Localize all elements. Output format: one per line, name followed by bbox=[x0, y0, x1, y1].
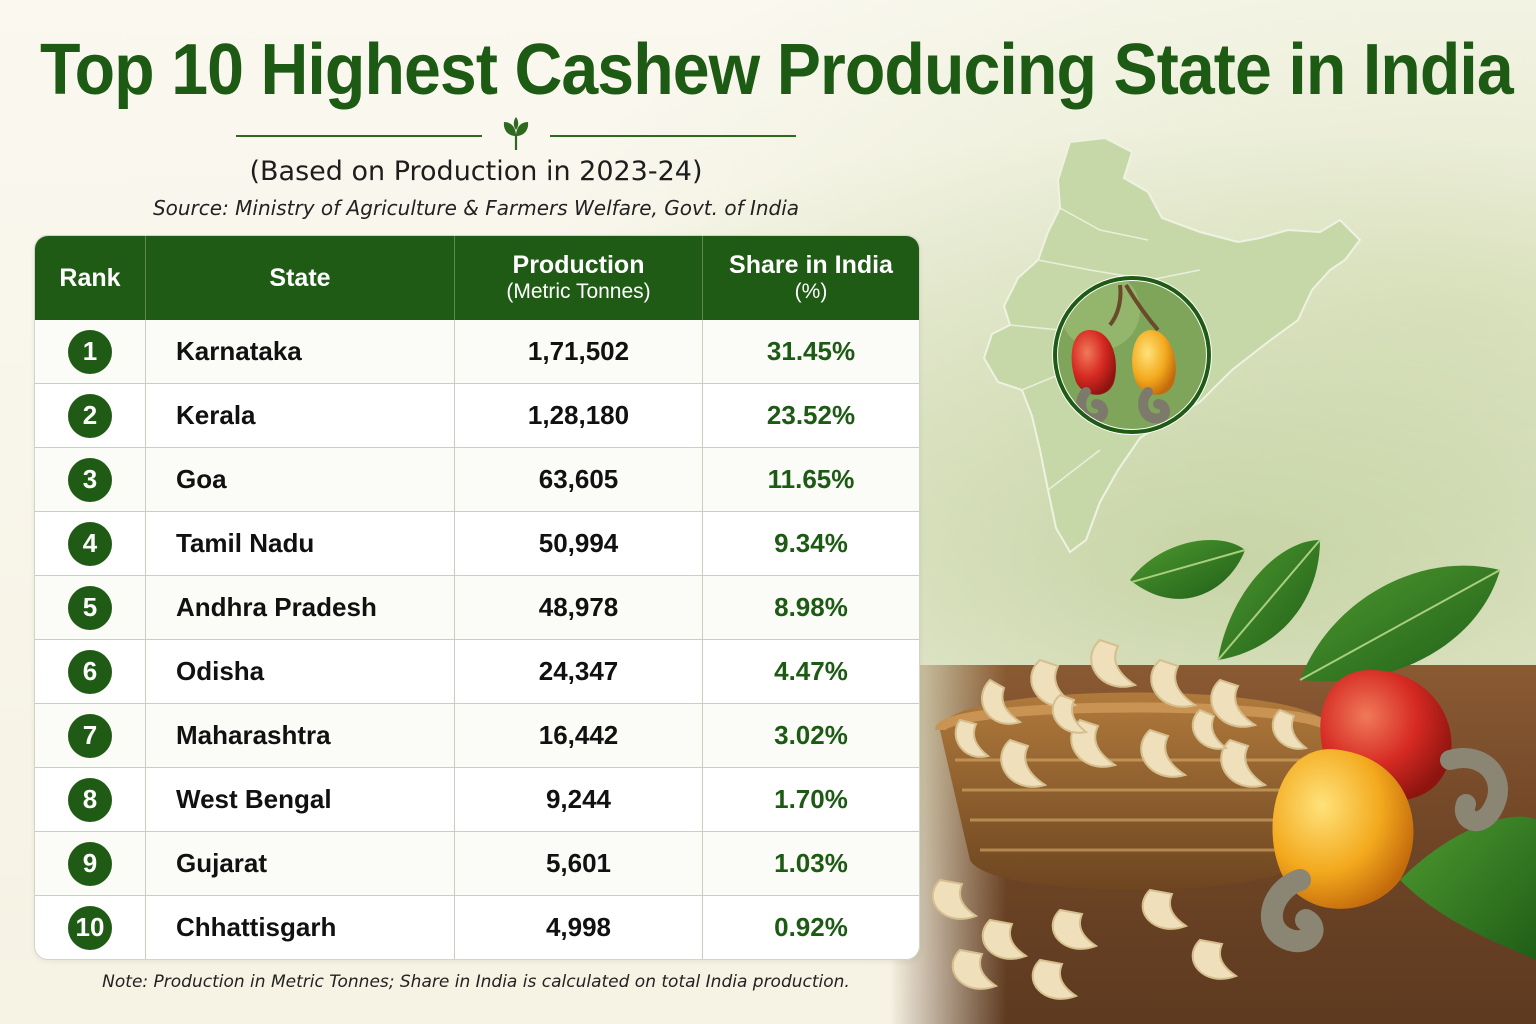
column-share-label: Share in India bbox=[729, 251, 893, 279]
share-cell: 8.98% bbox=[774, 592, 848, 622]
state-cell: Kerala bbox=[146, 384, 455, 447]
production-cell: 1,28,180 bbox=[455, 384, 703, 447]
share-cell: 23.52% bbox=[766, 400, 856, 430]
rank-cell: 2 bbox=[35, 384, 146, 447]
title-divider bbox=[236, 116, 796, 156]
cashew-nuts bbox=[954, 638, 1309, 788]
cashew-illustration bbox=[931, 136, 1536, 1000]
share-cell: 0.92% bbox=[774, 912, 848, 942]
production-cell: 16,442 bbox=[455, 704, 703, 767]
table-row: 1 Karnataka 1,71,502 31.45% bbox=[35, 320, 919, 383]
rank-badge: 8 bbox=[68, 777, 112, 822]
state-cell: West Bengal bbox=[146, 768, 455, 831]
production-cell: 63,605 bbox=[455, 448, 703, 511]
rank-cell: 5 bbox=[35, 576, 146, 639]
production-cell: 4,998 bbox=[455, 896, 703, 959]
column-state-label: State bbox=[269, 264, 331, 292]
rank-cell: 4 bbox=[35, 512, 146, 575]
rank-cell: 9 bbox=[35, 832, 146, 895]
rank-badge: 10 bbox=[68, 905, 112, 950]
state-cell: Goa bbox=[146, 448, 455, 511]
share-cell: 4.47% bbox=[774, 656, 848, 686]
column-share-unit: (%) bbox=[794, 280, 828, 303]
table-header: Rank State Production (Metric Tonnes) Sh… bbox=[35, 236, 919, 320]
column-header-state: State bbox=[146, 236, 455, 320]
rank-badge: 9 bbox=[68, 841, 112, 886]
state-cell: Maharashtra bbox=[146, 704, 455, 767]
column-header-rank: Rank bbox=[35, 236, 146, 320]
table-row: 10 Chhattisgarh 4,998 0.92% bbox=[35, 895, 919, 959]
share-cell: 31.45% bbox=[766, 336, 856, 366]
column-rank-label: Rank bbox=[59, 264, 121, 292]
rank-badge: 7 bbox=[68, 713, 112, 758]
share-cell: 1.70% bbox=[774, 784, 848, 814]
rank-badge: 1 bbox=[68, 329, 112, 374]
rank-cell: 1 bbox=[35, 320, 146, 383]
state-cell: Odisha bbox=[146, 640, 455, 703]
rank-badge: 6 bbox=[68, 649, 112, 694]
table-row: 2 Kerala 1,28,180 23.52% bbox=[35, 383, 919, 447]
rank-cell: 7 bbox=[35, 704, 146, 767]
table-body: 1 Karnataka 1,71,502 31.45% 2 Kerala 1,28,180 2… bbox=[35, 320, 919, 959]
production-table: Rank State Production (Metric Tonnes) Sh… bbox=[34, 235, 920, 960]
table-row: 9 Gujarat 5,601 1.03% bbox=[35, 831, 919, 895]
rank-badge: 3 bbox=[68, 457, 112, 502]
table-row: 8 West Bengal 9,244 1.70% bbox=[35, 767, 919, 831]
column-header-production: Production (Metric Tonnes) bbox=[455, 236, 703, 320]
state-cell: Tamil Nadu bbox=[146, 512, 455, 575]
column-production-label: Production bbox=[512, 251, 645, 279]
subtitle: (Based on Production in 2023-24) bbox=[249, 156, 703, 187]
cashew-apple-icon bbox=[1261, 670, 1508, 953]
column-header-share: Share in India (%) bbox=[703, 236, 919, 320]
state-cell: Karnataka bbox=[146, 320, 455, 383]
table-row: 4 Tamil Nadu 50,994 9.34% bbox=[35, 511, 919, 575]
state-cell: Chhattisgarh bbox=[146, 896, 455, 959]
rank-badge: 5 bbox=[68, 585, 112, 630]
page-title: Top 10 Highest Cashew Producing State in… bbox=[40, 30, 1514, 110]
divider-line-right bbox=[550, 135, 796, 137]
leaves bbox=[1130, 539, 1536, 960]
state-cell: Gujarat bbox=[146, 832, 455, 895]
table-row: 6 Odisha 24,347 4.47% bbox=[35, 639, 919, 703]
rank-badge: 2 bbox=[68, 393, 112, 438]
rank-badge: 4 bbox=[68, 521, 112, 566]
column-production-unit: (Metric Tonnes) bbox=[506, 280, 651, 303]
share-cell: 11.65% bbox=[767, 464, 855, 494]
divider-line-left bbox=[236, 135, 482, 137]
share-cell: 9.34% bbox=[774, 528, 848, 558]
table-row: 7 Maharashtra 16,442 3.02% bbox=[35, 703, 919, 767]
table-row: 3 Goa 63,605 11.65% bbox=[35, 447, 919, 511]
share-cell: 3.02% bbox=[774, 720, 848, 750]
state-cell: Andhra Pradesh bbox=[146, 576, 455, 639]
production-cell: 24,347 bbox=[455, 640, 703, 703]
rank-cell: 10 bbox=[35, 896, 146, 959]
production-cell: 48,978 bbox=[455, 576, 703, 639]
leaf-sprout-icon bbox=[503, 117, 529, 150]
loose-cashews bbox=[931, 878, 1239, 1000]
rank-cell: 3 bbox=[35, 448, 146, 511]
rank-cell: 6 bbox=[35, 640, 146, 703]
production-cell: 5,601 bbox=[455, 832, 703, 895]
production-cell: 1,71,502 bbox=[455, 320, 703, 383]
source-line: Source: Ministry of Agriculture & Farmer… bbox=[152, 196, 800, 220]
production-cell: 50,994 bbox=[455, 512, 703, 575]
share-cell: 1.03% bbox=[774, 848, 848, 878]
rank-cell: 8 bbox=[35, 768, 146, 831]
table-row: 5 Andhra Pradesh 48,978 8.98% bbox=[35, 575, 919, 639]
production-cell: 9,244 bbox=[455, 768, 703, 831]
footnote: Note: Production in Metric Tonnes; Share… bbox=[102, 972, 850, 992]
